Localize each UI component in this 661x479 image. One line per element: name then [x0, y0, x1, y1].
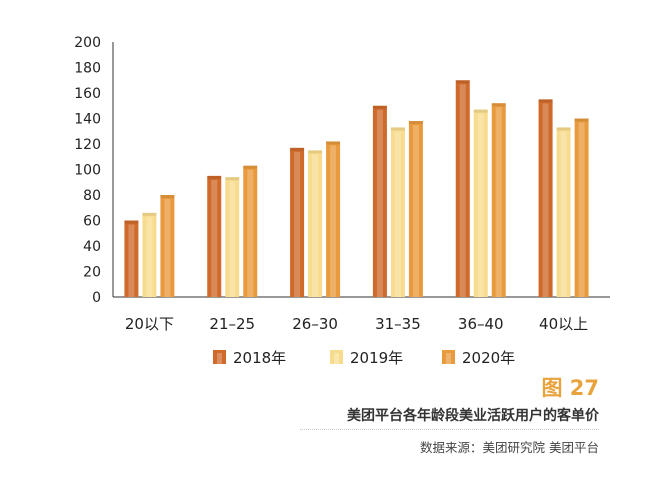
y-tick-label: 20 — [83, 265, 101, 281]
bar-highlight — [312, 154, 319, 297]
y-tick-label: 0 — [92, 290, 101, 306]
x-tick-label: 36–40 — [458, 315, 504, 333]
bar-highlight — [164, 199, 171, 297]
x-tick-label: 40以上 — [539, 315, 588, 333]
bar-cap — [225, 177, 240, 181]
bar-cap — [390, 127, 405, 131]
y-tick-label: 80 — [83, 188, 101, 204]
bar-highlight — [229, 181, 236, 297]
bar-cap — [243, 165, 258, 169]
figure-number: 图 27 — [541, 376, 599, 400]
bar-cap — [142, 212, 157, 216]
bar-cap — [207, 175, 222, 179]
legend-label: 2019年 — [350, 349, 403, 367]
y-tick-label: 200 — [74, 35, 101, 51]
x-tick-label: 20以下 — [125, 315, 174, 333]
chart-legend: 2018年 2019年 2020年 — [213, 349, 515, 367]
bar-highlight — [146, 216, 153, 297]
bar-cap — [308, 150, 323, 154]
bar — [408, 121, 423, 297]
y-tick-label: 160 — [74, 86, 101, 102]
legend-label: 2018年 — [233, 349, 286, 367]
bar-cap — [574, 118, 589, 122]
chart-bars — [124, 80, 589, 297]
bar — [207, 175, 222, 297]
x-tick-label: 21–25 — [209, 315, 255, 333]
bar-highlight — [128, 224, 135, 297]
legend-swatch — [330, 350, 343, 364]
bar — [491, 103, 506, 297]
bar-highlight — [542, 103, 549, 297]
x-tick-label: 31–35 — [375, 315, 421, 333]
legend-swatch-highlight — [334, 353, 339, 364]
bar-highlight — [294, 151, 301, 297]
y-tick-label: 60 — [83, 214, 101, 230]
bar-highlight — [211, 179, 218, 297]
bar — [390, 127, 405, 297]
bar — [225, 177, 240, 297]
bar-cap — [473, 109, 488, 113]
y-tick-label: 40 — [83, 239, 101, 255]
bar-cap — [408, 121, 423, 125]
y-tick-label: 140 — [74, 112, 101, 128]
legend-swatch-highlight — [217, 353, 222, 364]
bar — [372, 105, 387, 297]
bar-highlight — [560, 131, 567, 297]
figure-caption: 美团平台各年龄段美业活跃用户的客单价 — [347, 408, 599, 424]
bar-highlight — [495, 107, 502, 297]
bar — [473, 109, 488, 297]
bar — [243, 165, 258, 297]
bar-cap — [491, 103, 506, 107]
bar-highlight — [477, 113, 484, 297]
bar-highlight — [376, 109, 383, 297]
bar — [326, 141, 341, 297]
bar-cap — [326, 141, 341, 145]
bar-highlight — [394, 131, 401, 297]
bar — [455, 80, 470, 297]
bar-cap — [160, 195, 175, 198]
bar-highlight — [412, 125, 419, 297]
legend-swatch-highlight — [446, 353, 451, 364]
y-tick-label: 120 — [74, 137, 101, 153]
chart-axes — [112, 42, 610, 298]
bar-highlight — [247, 169, 254, 297]
bar-cap — [372, 105, 387, 109]
bar-cap — [556, 127, 571, 131]
legend-label: 2020年 — [462, 349, 515, 367]
bar-cap — [455, 80, 470, 84]
chart-labels: 0 20 40 60 80 100 120 140 160 180 200 20以下 21–25 26–3… — [74, 35, 588, 333]
legend-swatch — [213, 350, 226, 364]
bar — [308, 150, 323, 297]
bar-cap — [538, 99, 553, 103]
bar — [124, 220, 139, 297]
data-source: 数据来源：美团研究院 美团平台 — [420, 440, 599, 455]
bar-cap — [290, 147, 305, 151]
y-tick-label: 100 — [74, 163, 101, 179]
caption-divider — [300, 429, 599, 430]
bar — [538, 99, 553, 297]
bar — [574, 118, 589, 297]
x-tick-label: 26–30 — [292, 315, 338, 333]
bar — [556, 127, 571, 297]
bar — [142, 212, 157, 297]
legend-swatch — [442, 350, 455, 364]
bar-highlight — [330, 145, 337, 297]
bar-highlight — [578, 122, 585, 297]
bar — [160, 195, 175, 297]
bar — [290, 147, 305, 297]
y-tick-label: 180 — [74, 61, 101, 77]
bar-cap — [124, 220, 139, 224]
bar-highlight — [459, 84, 466, 297]
